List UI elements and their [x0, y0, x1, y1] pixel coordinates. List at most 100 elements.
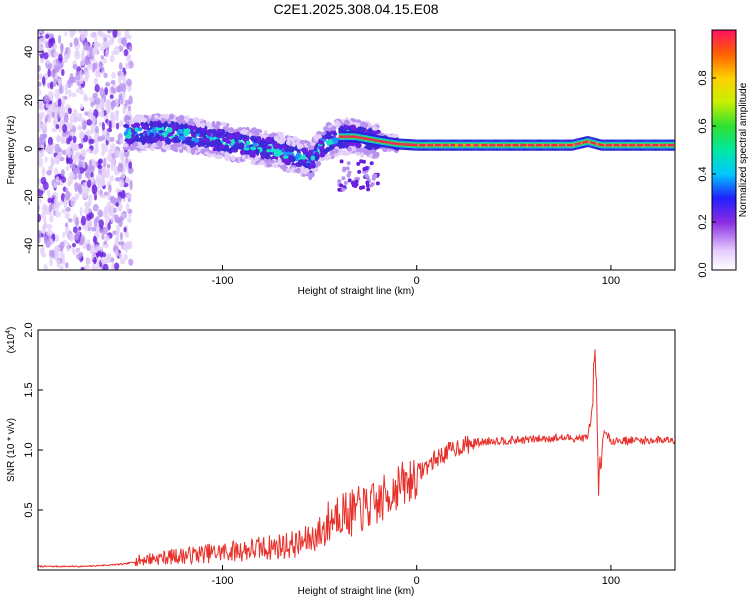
spectrogram-y-tick-label: 0: [23, 146, 35, 152]
heatmap-cell: [108, 120, 112, 131]
heatmap-cell: [565, 143, 567, 147]
heatmap-cell: [507, 143, 510, 147]
heatmap-cell: [342, 166, 347, 171]
heatmap-cell: [124, 231, 129, 238]
heatmap-cell: [114, 149, 121, 159]
heatmap-cell: [579, 142, 581, 145]
heatmap-cell: [372, 138, 375, 142]
heatmap-cell: [124, 30, 130, 40]
heatmap-cell: [195, 128, 201, 134]
heatmap-cell: [49, 95, 53, 102]
heatmap-cell: [345, 166, 350, 171]
heatmap-cell: [403, 143, 406, 146]
heatmap-cell: [69, 72, 74, 82]
heatmap-cell: [290, 137, 296, 143]
heatmap-cell: [53, 51, 57, 58]
heatmap-cell: [75, 116, 82, 122]
heatmap-cell: [166, 140, 171, 145]
heatmap-cell: [122, 105, 127, 115]
heatmap-cell: [366, 187, 371, 192]
heatmap-cell: [278, 138, 285, 145]
heatmap-cell: [632, 143, 634, 147]
heatmap-cell: [528, 143, 530, 147]
heatmap-cell: [41, 76, 46, 85]
heatmap-cell: [423, 143, 426, 147]
heatmap-cell: [82, 119, 87, 130]
heatmap-cell: [128, 95, 133, 105]
heatmap-cell: [444, 143, 446, 147]
heatmap-cell: [635, 143, 637, 147]
heatmap-cell: [69, 42, 73, 48]
heatmap-cell: [91, 62, 96, 73]
snr-y-tick-label: 0.5: [23, 502, 35, 517]
heatmap-cell: [95, 126, 99, 134]
heatmap-cell: [385, 140, 387, 144]
heatmap-cell: [646, 143, 648, 147]
heatmap-cell: [116, 224, 121, 234]
heatmap-cell: [428, 143, 431, 147]
heatmap-cell: [105, 119, 109, 124]
heatmap-cell: [259, 152, 266, 156]
heatmap-cell: [301, 158, 309, 163]
heatmap-cell: [441, 143, 443, 147]
heatmap-cell: [283, 145, 288, 150]
heatmap-cell: [183, 123, 188, 129]
heatmap-cell: [356, 126, 364, 133]
heatmap-cell: [118, 95, 123, 101]
heatmap-cell: [51, 111, 55, 118]
heatmap-cell: [315, 134, 323, 139]
heatmap-cell: [442, 143, 445, 147]
heatmap-cell: [350, 124, 357, 131]
heatmap-cell: [629, 143, 631, 147]
spectrogram-frame: [37, 29, 676, 271]
heatmap-cell: [419, 143, 421, 147]
colorbar-tick-label: 0.6: [697, 118, 709, 133]
snr-multiplier-exponent: 4: [5, 330, 12, 334]
heatmap-cell: [60, 44, 64, 55]
heatmap-cell: [53, 43, 57, 51]
heatmap-cell: [38, 38, 42, 45]
heatmap-cell: [93, 217, 98, 228]
heatmap-cell: [644, 143, 647, 147]
heatmap-cell: [568, 143, 571, 147]
heatmap-cell: [523, 143, 526, 147]
heatmap-cell: [314, 160, 322, 167]
heatmap-cell: [351, 118, 357, 123]
heatmap-cell: [350, 135, 353, 138]
heatmap-cell: [358, 185, 363, 190]
heatmap-cell: [591, 141, 594, 144]
heatmap-cell: [83, 207, 90, 215]
heatmap-cell: [286, 136, 292, 142]
heatmap-cell: [461, 143, 463, 147]
heatmap-cell: [369, 138, 372, 141]
heatmap-cell: [98, 158, 103, 165]
heatmap-cell: [64, 31, 68, 37]
heatmap-cell: [607, 143, 609, 147]
snr-y-axis-label: SNR (10 * v/v): [6, 418, 17, 482]
heatmap-cell: [73, 37, 79, 46]
heatmap-cell: [465, 143, 468, 147]
heatmap-cell: [79, 133, 84, 139]
heatmap-cell: [287, 148, 295, 153]
heatmap-cell: [164, 113, 170, 120]
heatmap-cell: [88, 138, 95, 145]
heatmap-cell: [97, 136, 104, 142]
heatmap-cell: [374, 139, 376, 142]
heatmap-cell: [175, 116, 180, 121]
heatmap-cell: [577, 142, 580, 145]
heatmap-cell: [587, 140, 589, 143]
heatmap-cell: [535, 143, 538, 147]
heatmap-cell: [166, 126, 173, 133]
heatmap-cell: [86, 179, 92, 188]
heatmap-cell: [341, 187, 346, 192]
spectrogram-y-axis-label: Frequency (Hz): [6, 116, 17, 185]
heatmap-cell: [127, 105, 132, 112]
heatmap-cell: [64, 187, 69, 193]
heatmap-cell: [48, 204, 53, 213]
heatmap-cell: [178, 135, 185, 140]
heatmap-cell: [57, 122, 63, 133]
heatmap-cell: [64, 262, 69, 269]
heatmap-cell: [364, 151, 371, 156]
heatmap-cell: [69, 131, 75, 137]
heatmap-cell: [667, 143, 670, 147]
